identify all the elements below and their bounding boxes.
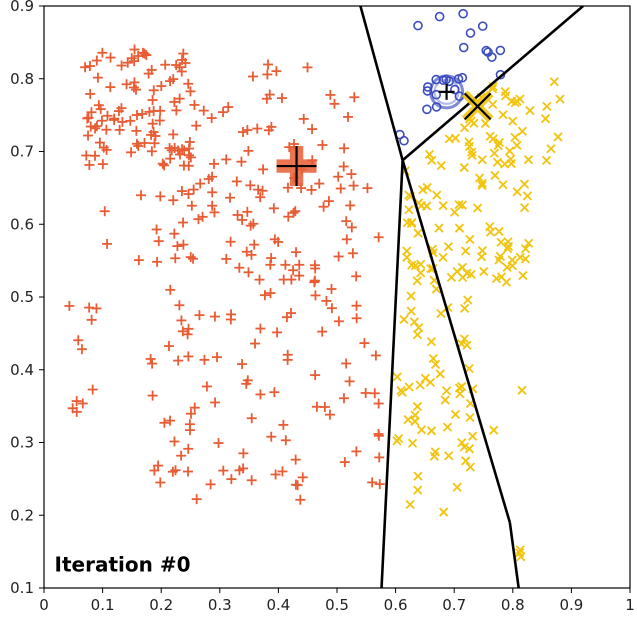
ytick-label: 0.8 — [10, 70, 34, 88]
xtick-label: 0.7 — [442, 596, 466, 614]
xtick-label: 0.2 — [149, 596, 173, 614]
ytick-label: 0.4 — [10, 361, 34, 379]
ytick-label: 0.2 — [10, 506, 34, 524]
ytick-label: 0.1 — [10, 579, 34, 597]
ytick-label: 0.7 — [10, 143, 34, 161]
xtick-label: 0.6 — [384, 596, 408, 614]
xtick-label: 0.1 — [91, 596, 115, 614]
xtick-label: 0.8 — [501, 596, 525, 614]
ytick-label: 0.9 — [10, 0, 34, 15]
chart-bg — [0, 0, 637, 619]
xtick-label: 0.5 — [325, 596, 349, 614]
xtick-label: 0 — [39, 596, 49, 614]
xtick-label: 0.9 — [559, 596, 583, 614]
iteration-label: Iteration #0 — [55, 552, 191, 576]
ytick-label: 0.3 — [10, 434, 34, 452]
xtick-label: 0.3 — [208, 596, 232, 614]
xtick-label: 1 — [625, 596, 635, 614]
ytick-label: 0.5 — [10, 288, 34, 306]
ytick-label: 0.6 — [10, 215, 34, 233]
xtick-label: 0.4 — [266, 596, 290, 614]
